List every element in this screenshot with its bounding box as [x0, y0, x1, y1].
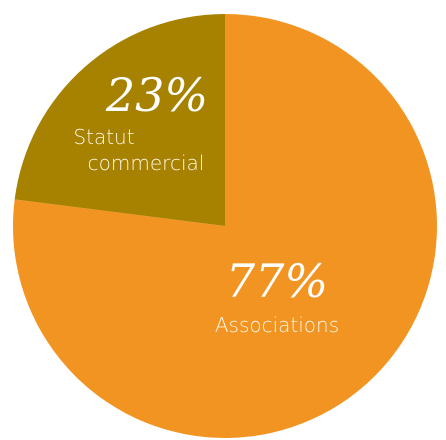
category-label-statut-commercial-line2: commercial — [88, 151, 205, 175]
value-label-associations: 77% — [226, 254, 328, 308]
category-label-statut-commercial-line1: Statut — [73, 125, 134, 149]
value-label-statut-commercial: 23% — [105, 68, 208, 122]
category-label-associations: Associations — [215, 313, 339, 337]
